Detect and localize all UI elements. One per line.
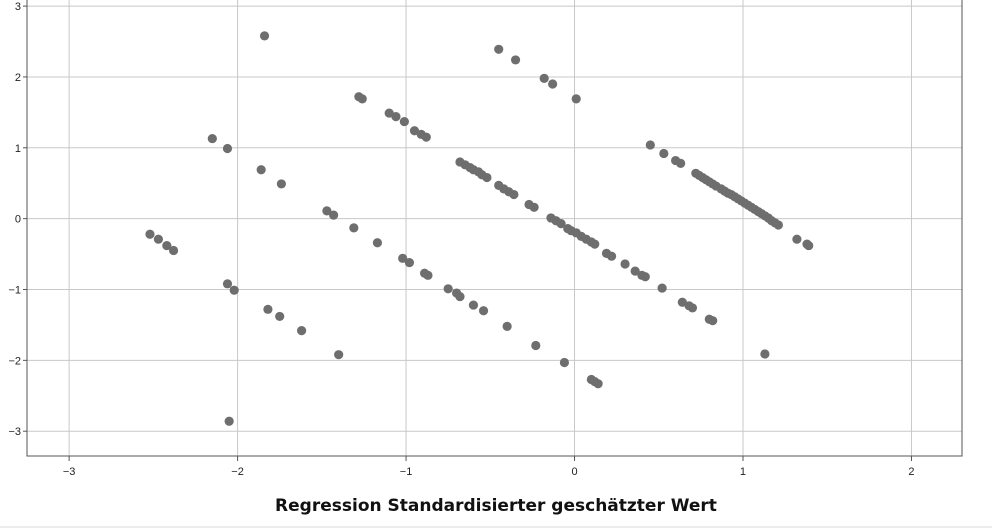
scatter-point: [606, 251, 617, 261]
scatter-point: [630, 266, 640, 276]
scatter-point: [657, 283, 667, 293]
scatter-point: [494, 44, 504, 54]
scatter-point: [391, 112, 401, 122]
y-tick-label: 3: [15, 1, 21, 13]
scatter-point: [224, 416, 234, 426]
scatter-point: [792, 234, 802, 244]
scatter-point: [802, 239, 812, 249]
scatter-point: [455, 291, 465, 302]
scatter-point: [559, 357, 570, 368]
scatter-point: [153, 234, 164, 244]
scatter-point: [443, 284, 453, 294]
scatter-point: [482, 172, 492, 183]
x-tick-label: 2: [908, 466, 914, 478]
scatter-point: [222, 143, 233, 154]
x-tick-label: −1: [400, 466, 413, 478]
scatter-point: [502, 321, 512, 331]
scatter-point: [404, 257, 415, 268]
scatter-point: [263, 304, 273, 314]
scatter-point: [168, 245, 179, 256]
scatter-point: [531, 340, 541, 351]
grid-lines: [27, 0, 962, 456]
scatter-point: [708, 316, 718, 326]
y-tick-label: 1: [15, 143, 21, 155]
scatter-point: [676, 158, 686, 168]
scatter-point: [357, 94, 367, 104]
data-points: [145, 31, 814, 426]
scatter-point: [645, 140, 655, 150]
scatter-point: [421, 132, 431, 142]
scatter-point: [590, 239, 600, 249]
scatter-point: [620, 259, 630, 269]
scatter-point: [276, 179, 286, 189]
scatter-point: [398, 253, 408, 263]
scatter-point: [510, 55, 521, 65]
axis-ticks: [23, 5, 912, 461]
scatter-point: [349, 223, 359, 233]
y-tick-label: −1: [8, 284, 21, 296]
scatter-point: [297, 325, 307, 336]
y-tick-label: 2: [15, 72, 21, 84]
scatter-point: [207, 133, 217, 144]
y-tick-label: −3: [8, 426, 21, 438]
x-tick-label: 1: [740, 466, 746, 478]
scatter-point: [773, 220, 783, 230]
scatter-point: [468, 300, 479, 310]
plot-frame: [26, 0, 963, 457]
scatter-point: [539, 73, 549, 83]
x-tick-label: 0: [571, 466, 577, 478]
scatter-point: [222, 279, 233, 289]
y-tick-label: 0: [15, 214, 21, 226]
scatter-point: [529, 202, 539, 212]
scatter-point: [556, 219, 566, 229]
scatter-point: [372, 238, 383, 248]
scatter-point: [229, 285, 239, 295]
scatter-point: [548, 79, 558, 89]
scatter-point: [677, 297, 687, 307]
scatter-point: [162, 240, 172, 251]
scatter-point: [259, 31, 270, 41]
scatter-point: [384, 108, 394, 118]
scatter-point: [399, 116, 409, 127]
scatter-point: [256, 165, 266, 175]
scatter-point: [275, 311, 285, 322]
x-tick-label: −3: [63, 466, 76, 478]
scatter-point: [334, 350, 344, 360]
scatter-point: [593, 379, 603, 389]
scatter-point: [760, 349, 770, 359]
scatter-point: [423, 270, 433, 280]
scatter-point: [329, 210, 339, 220]
x-tick-label: −2: [231, 466, 244, 478]
scatter-point: [571, 94, 581, 104]
x-axis-title: Regression Standardisierter geschätzter …: [275, 496, 717, 516]
y-tick-label: −2: [8, 355, 21, 367]
scatter-point: [640, 272, 650, 282]
scatter-point: [509, 189, 519, 200]
scatter-point: [409, 126, 420, 136]
scatter-point: [145, 229, 155, 239]
scatter-point: [659, 148, 669, 159]
tick-labels: −3 −2 −1 0 1 2 3 2 1 0 −1 −2 −3: [8, 1, 914, 478]
scatter-point: [687, 303, 698, 313]
scatter-point: [478, 306, 489, 316]
scatter-point: [322, 206, 332, 216]
